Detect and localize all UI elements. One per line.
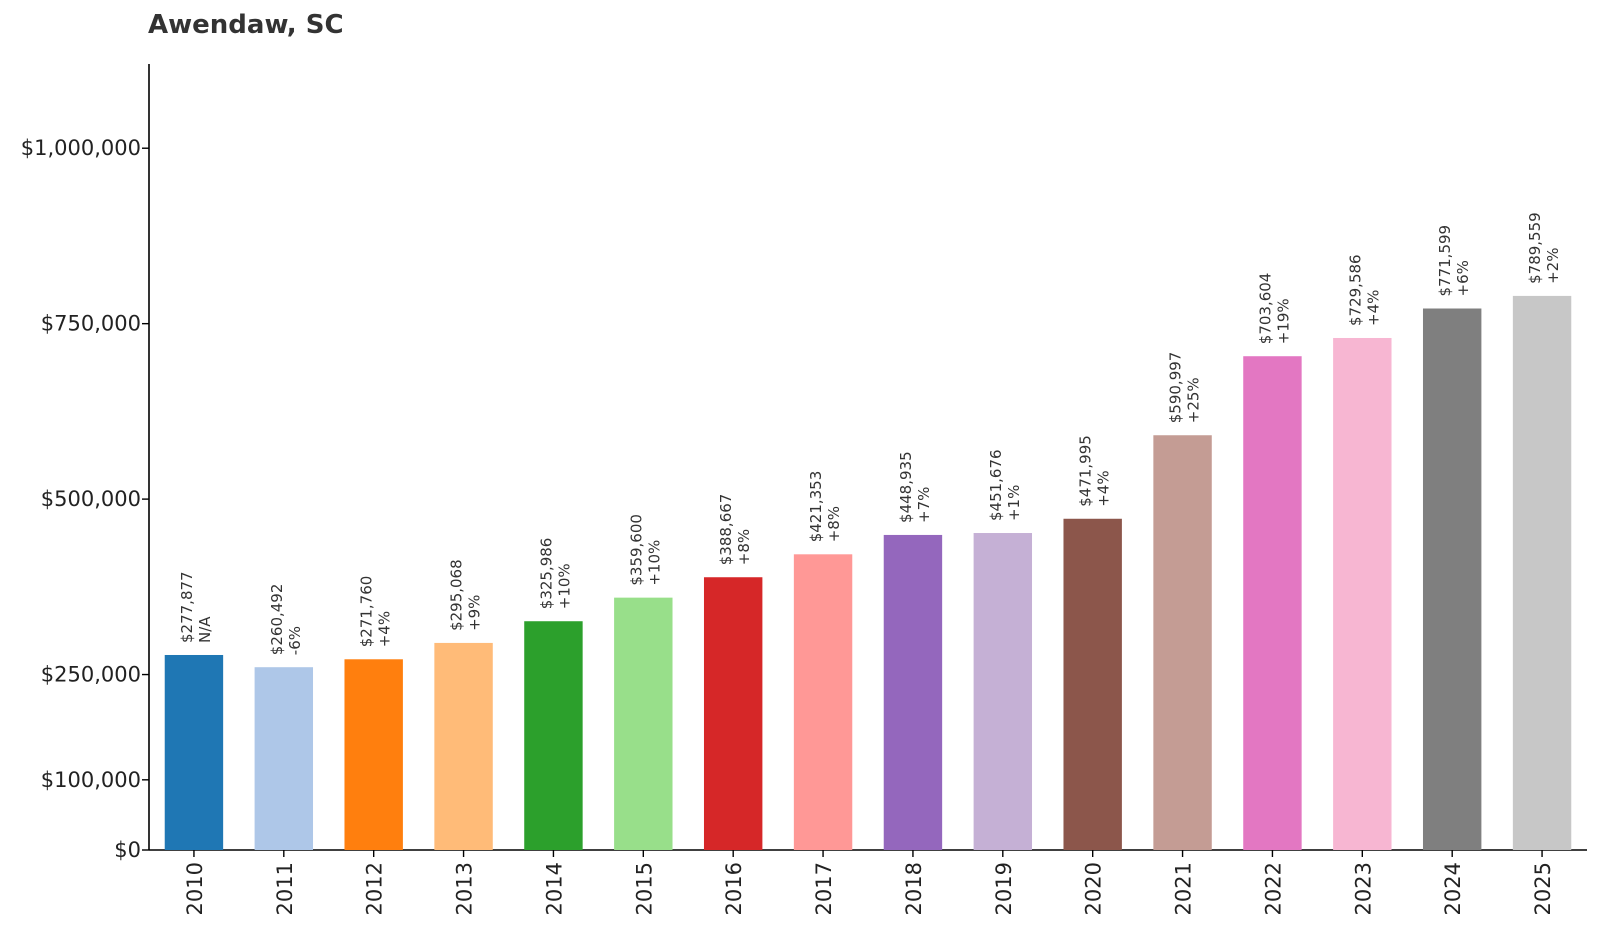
- value-label: $703,604: [1256, 273, 1274, 345]
- change-label: +10%: [645, 540, 663, 586]
- x-tick-label: 2017: [812, 862, 836, 915]
- x-tick-label: 2023: [1351, 862, 1375, 915]
- y-tick-label: $0: [114, 838, 141, 862]
- x-tick-label: 2020: [1082, 862, 1106, 915]
- change-label: +8%: [825, 506, 843, 542]
- bar: [703, 577, 763, 850]
- change-label: -6%: [286, 626, 304, 655]
- change-label: +1%: [1005, 485, 1023, 521]
- x-tick-label: 2013: [453, 862, 477, 915]
- change-label: +6%: [1454, 260, 1472, 296]
- value-label: $771,599: [1436, 225, 1454, 297]
- y-tick-label: $1,000,000: [21, 136, 141, 160]
- value-label: $590,997: [1167, 352, 1185, 424]
- value-label: $471,995: [1077, 435, 1095, 507]
- bar: [793, 554, 853, 850]
- x-axis: 2010 2011 2012 2013 2014 2015 2016 2017 2018 2019…: [149, 849, 1587, 915]
- change-label: +9%: [466, 595, 484, 631]
- x-tick-label: 2025: [1531, 862, 1555, 915]
- bars: [164, 295, 1572, 851]
- data-labels: $277,877 N/A $260,492 -6% $271,760 +4% $295,06…: [178, 212, 1562, 655]
- x-tick-label: 2016: [722, 862, 746, 915]
- value-label: $260,492: [268, 584, 286, 656]
- change-label: N/A: [196, 616, 214, 643]
- change-label: +25%: [1185, 377, 1203, 423]
- value-label: $277,877: [178, 571, 196, 643]
- value-label: $729,586: [1346, 254, 1364, 326]
- y-axis: $0 $100,000 $250,000 $500,000 $750,000 $1,000…: [21, 64, 150, 862]
- x-tick-label: 2019: [992, 862, 1016, 915]
- bar: [1153, 435, 1212, 850]
- change-label: +4%: [1095, 470, 1113, 506]
- x-tick-label: 2018: [902, 862, 926, 915]
- value-label: $325,986: [537, 538, 555, 610]
- bar: [1512, 295, 1572, 850]
- change-label: +7%: [915, 487, 933, 523]
- bar: [614, 597, 673, 850]
- x-tick-label: 2022: [1261, 862, 1285, 915]
- bar: [1243, 356, 1302, 850]
- y-tick-label: $750,000: [41, 312, 141, 336]
- change-label: +10%: [555, 563, 573, 609]
- x-tick-label: 2014: [542, 862, 566, 915]
- chart-title: Awendaw, SC: [148, 10, 344, 40]
- bar: [434, 642, 493, 850]
- x-tick-label: 2011: [273, 862, 297, 915]
- value-label: $421,353: [807, 471, 825, 543]
- change-label: +4%: [1364, 290, 1382, 326]
- bar: [1333, 337, 1392, 851]
- bar: [254, 667, 314, 850]
- change-label: +8%: [735, 529, 753, 565]
- y-tick-label: $100,000: [41, 768, 141, 792]
- x-tick-label: 2021: [1172, 862, 1196, 915]
- bar: [1063, 518, 1122, 850]
- change-label: +19%: [1274, 298, 1292, 344]
- bar: [883, 534, 943, 850]
- x-tick-label: 2015: [632, 862, 656, 915]
- y-tick-label: $250,000: [41, 663, 141, 687]
- bar: [1422, 308, 1482, 851]
- bar: [344, 659, 403, 850]
- change-label: +2%: [1544, 248, 1562, 284]
- value-label: $448,935: [897, 451, 915, 523]
- value-label: $359,600: [627, 514, 645, 586]
- y-tick-label: $500,000: [41, 487, 141, 511]
- x-tick-label: 2010: [183, 862, 207, 915]
- value-label: $295,068: [448, 559, 466, 631]
- bar: [164, 654, 224, 850]
- x-tick-label: 2024: [1441, 862, 1465, 915]
- value-label: $451,676: [987, 449, 1005, 521]
- x-tick-label: 2012: [363, 862, 387, 915]
- value-label: $271,760: [358, 576, 376, 648]
- value-label: $789,559: [1526, 212, 1544, 284]
- bar: [973, 533, 1033, 850]
- change-label: +4%: [376, 611, 394, 647]
- value-label: $388,667: [717, 494, 735, 566]
- bar: [524, 621, 583, 850]
